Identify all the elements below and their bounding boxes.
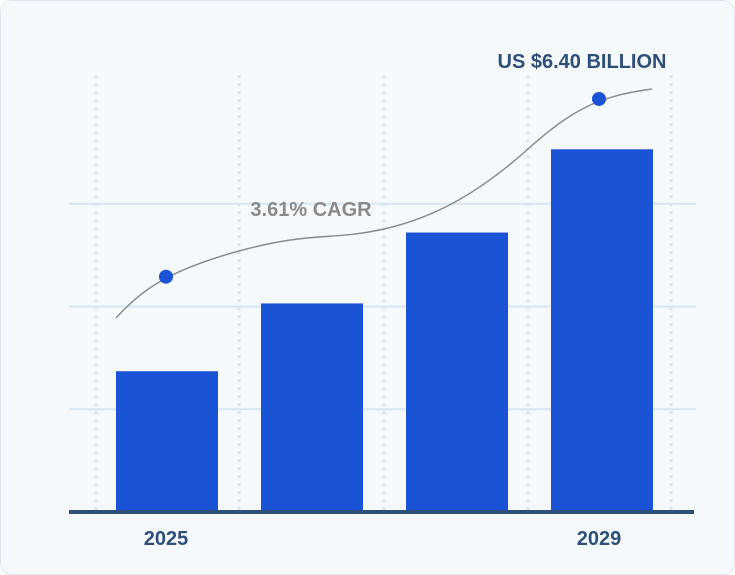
market-value-annotation: US $6.40 BILLION: [498, 51, 667, 73]
trend-marker-end: [592, 91, 606, 106]
x-tick-labels: 2025 2029: [144, 528, 622, 550]
trend-marker-start: [159, 269, 173, 284]
bar-2025: [116, 371, 218, 512]
bar-2028: [551, 149, 653, 513]
vertical-guides: [94, 75, 673, 512]
cagr-label: 3.61% CAGR: [250, 199, 372, 221]
x-tick-label-2029: 2029: [577, 528, 622, 550]
x-tick-label-2025: 2025: [144, 528, 189, 550]
bar-2027: [406, 232, 508, 512]
bar-2026: [261, 303, 363, 512]
bars: [116, 149, 653, 513]
cagr-trend-line: [115, 88, 653, 319]
